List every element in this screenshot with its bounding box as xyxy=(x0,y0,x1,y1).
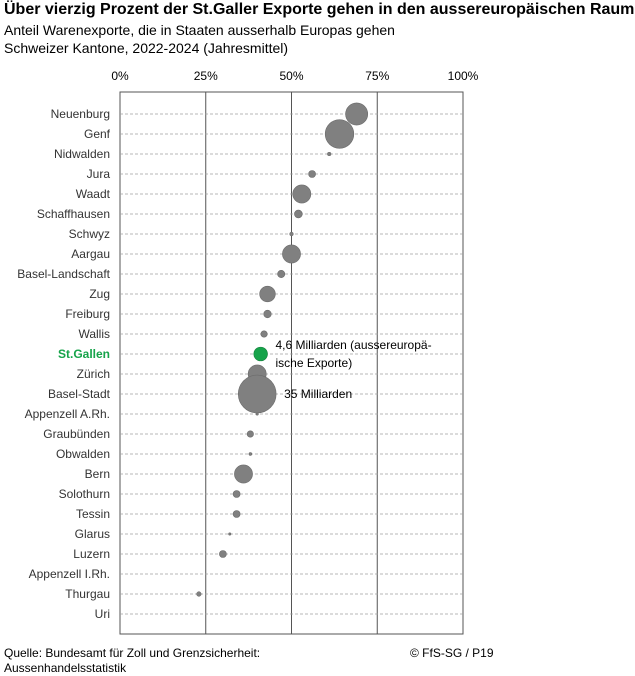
category-label: Obwalden xyxy=(56,447,110,461)
annotation-label: 4,6 Milliarden (aussereuropä- xyxy=(275,338,431,352)
category-label: Waadt xyxy=(76,187,111,201)
data-point xyxy=(234,464,253,484)
chart-title: Über vierzig Prozent der St.Galler Expor… xyxy=(4,1,635,18)
category-label: Bern xyxy=(85,467,110,481)
chart-subtitle-1: Anteil Warenexporte, die in Staaten auss… xyxy=(4,22,395,38)
data-point xyxy=(253,346,268,362)
x-tick-label: 50% xyxy=(279,69,303,83)
category-label: Schwyz xyxy=(69,227,110,241)
data-point xyxy=(289,231,294,237)
category-label: Appenzell A.Rh. xyxy=(25,407,110,421)
annotation-label: 35 Milliarden xyxy=(284,387,352,401)
category-label: Tessin xyxy=(76,507,110,521)
category-label: Appenzell I.Rh. xyxy=(29,567,110,581)
data-point xyxy=(237,374,277,414)
category-label: Glarus xyxy=(75,527,110,541)
category-label: Schaffhausen xyxy=(37,207,110,221)
chart-subtitle-2: Schweizer Kantone, 2022-2024 (Jahresmitt… xyxy=(4,40,289,56)
data-point xyxy=(260,330,268,338)
source-line-2: Aussenhandelsstatistik xyxy=(4,661,127,675)
data-point xyxy=(228,532,232,536)
category-label: Solothurn xyxy=(59,487,110,501)
data-point xyxy=(282,244,301,264)
category-label: Zürich xyxy=(77,367,110,381)
data-point xyxy=(327,151,332,157)
category-label: Freiburg xyxy=(65,307,110,321)
category-label: Wallis xyxy=(78,327,110,341)
data-point xyxy=(219,550,227,558)
category-label: St.Gallen xyxy=(58,347,110,361)
data-point xyxy=(255,412,259,416)
category-label: Thurgau xyxy=(65,587,110,601)
category-label: Jura xyxy=(87,167,111,181)
annotation-label: ische Exporte) xyxy=(275,356,352,370)
category-label: Zug xyxy=(89,287,110,301)
data-point xyxy=(324,119,355,149)
data-point xyxy=(246,430,254,438)
category-label: Genf xyxy=(84,127,111,141)
data-point xyxy=(345,102,369,126)
data-point xyxy=(232,490,241,498)
data-point xyxy=(196,591,202,597)
category-label: Neuenburg xyxy=(51,107,110,121)
x-tick-label: 25% xyxy=(194,69,218,83)
category-label: Nidwalden xyxy=(54,147,110,161)
category-label: Luzern xyxy=(73,547,110,561)
data-point xyxy=(232,510,241,518)
category-label: Aargau xyxy=(71,247,110,261)
data-point xyxy=(259,285,276,303)
data-point xyxy=(294,209,303,219)
category-label: Basel-Landschaft xyxy=(17,267,110,281)
data-point xyxy=(308,170,316,178)
source-line-1: Quelle: Bundesamt für Zoll und Grenzsich… xyxy=(4,646,261,660)
data-point xyxy=(292,184,312,204)
x-tick-label: 0% xyxy=(111,69,129,83)
source-note: Quelle: Bundesamt für Zoll und Grenzsich… xyxy=(4,646,260,676)
data-point xyxy=(277,270,286,278)
x-tick-label: 75% xyxy=(365,69,389,83)
category-label: Basel-Stadt xyxy=(48,387,111,401)
data-point xyxy=(263,309,272,319)
credit: © FfS-SG / P19 xyxy=(410,646,494,660)
data-point xyxy=(248,452,253,456)
category-label: Uri xyxy=(95,607,110,621)
x-tick-label: 100% xyxy=(448,69,479,83)
category-label: Graubünden xyxy=(43,427,110,441)
